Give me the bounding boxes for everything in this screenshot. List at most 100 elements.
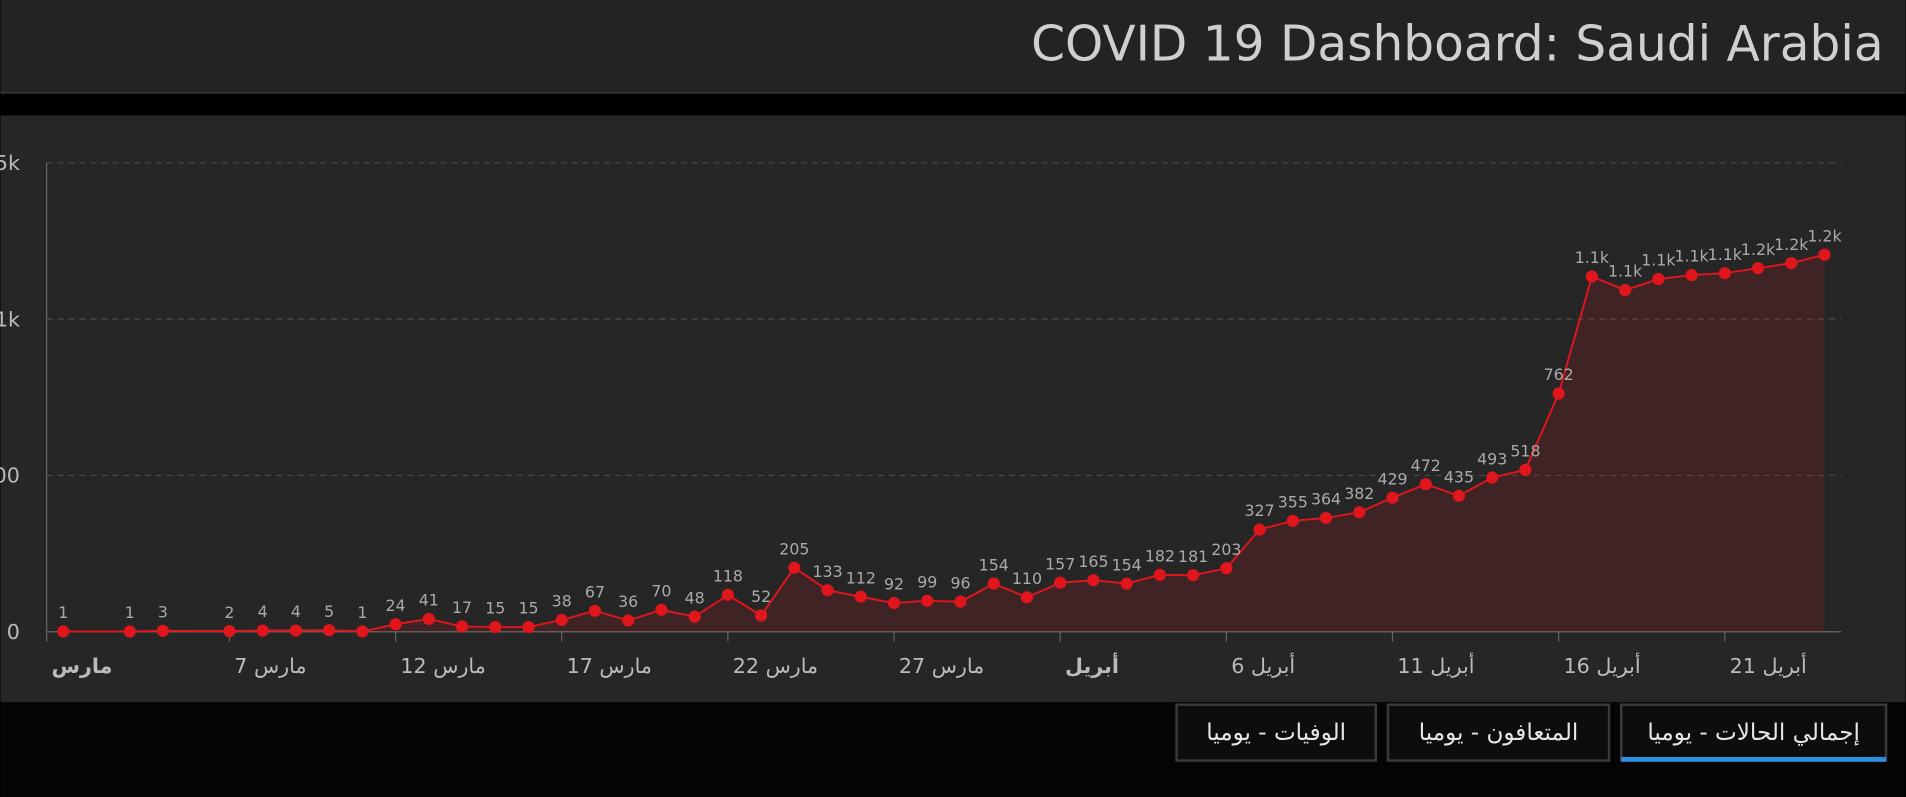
data-label: 157 xyxy=(1045,554,1075,573)
chart-panel xyxy=(0,115,1906,703)
data-label: 1.1k xyxy=(1608,262,1643,281)
point xyxy=(954,595,967,608)
data-label: 92 xyxy=(884,575,904,594)
y-tick-label: 1k xyxy=(0,307,20,331)
tabs: الوفيات - يوميا المتعافون - يوميا إجمالي ا… xyxy=(1175,703,1888,762)
data-label: 203 xyxy=(1211,540,1241,559)
tab-label[interactable]: الوفيات - يوميا xyxy=(1206,720,1346,746)
point xyxy=(821,584,834,597)
data-label: 1.2k xyxy=(1807,226,1842,245)
data-label: 48 xyxy=(685,588,705,607)
data-label: 38 xyxy=(552,592,572,611)
data-label: 1.1k xyxy=(1641,251,1676,270)
data-label: 15 xyxy=(518,599,538,618)
point xyxy=(422,612,435,626)
tab-bar xyxy=(0,702,1906,797)
point xyxy=(1187,569,1200,582)
point xyxy=(356,625,369,638)
area xyxy=(63,254,1825,632)
data-label: 17 xyxy=(452,598,472,617)
data-label: 52 xyxy=(751,587,771,606)
data-label: 5 xyxy=(324,602,334,621)
point xyxy=(1020,591,1034,604)
data-label: 1 xyxy=(58,603,68,622)
tab-label[interactable]: المتعافون - يوميا xyxy=(1419,720,1579,746)
data-label: 118 xyxy=(713,567,743,586)
y-tick-label: 0 xyxy=(7,620,20,644)
tab[interactable] xyxy=(1620,703,1888,762)
data-label: 355 xyxy=(1278,492,1308,511)
x-tick-label: 11 أبريل xyxy=(1397,652,1474,678)
data-label: 493 xyxy=(1477,449,1507,468)
data-label: 518 xyxy=(1510,441,1540,460)
point xyxy=(1785,257,1798,270)
data-label: 165 xyxy=(1078,552,1108,571)
data-label: 67 xyxy=(585,582,605,601)
point xyxy=(1619,283,1632,297)
separator xyxy=(0,93,1906,116)
data-label: 96 xyxy=(950,573,970,592)
x-tick-label: 27 مارس xyxy=(899,654,984,678)
point xyxy=(256,624,269,637)
point xyxy=(1087,574,1100,587)
data-label: 382 xyxy=(1344,484,1374,503)
data-label: 110 xyxy=(1012,569,1042,588)
data-label: 182 xyxy=(1145,547,1175,566)
data-label: 112 xyxy=(846,568,876,587)
x-tick-label: أبريل xyxy=(1065,652,1119,678)
header-border xyxy=(0,92,1906,94)
point xyxy=(1286,514,1299,527)
data-label: 472 xyxy=(1411,456,1441,475)
x-tick-label: مارس xyxy=(52,654,113,678)
point xyxy=(1718,267,1731,280)
data-label: 70 xyxy=(651,582,671,601)
data-label: 3 xyxy=(158,602,168,621)
point xyxy=(1552,387,1565,400)
data-label: 1.1k xyxy=(1708,245,1743,264)
point xyxy=(156,624,170,637)
data-label: 15 xyxy=(485,599,505,618)
tab[interactable] xyxy=(1386,703,1611,762)
point xyxy=(1585,270,1598,283)
data-label: 4 xyxy=(291,602,301,621)
point xyxy=(1054,576,1067,589)
point xyxy=(655,603,668,616)
y-tick-label: 1.5k xyxy=(0,151,20,175)
data-label: 1.2k xyxy=(1741,240,1776,259)
point xyxy=(1153,568,1166,581)
point xyxy=(721,588,734,601)
data-label: 364 xyxy=(1311,490,1341,509)
point xyxy=(223,625,236,638)
data-label: 1.1k xyxy=(1674,247,1709,266)
data-label: 4 xyxy=(258,602,268,621)
point xyxy=(1751,262,1765,275)
point xyxy=(987,577,1000,590)
data-label: 41 xyxy=(419,591,439,610)
point xyxy=(1818,248,1831,261)
y-tick-label: 500 xyxy=(0,464,20,488)
point xyxy=(921,594,934,607)
point xyxy=(289,624,302,637)
data-label: 429 xyxy=(1377,469,1407,488)
data-label: 154 xyxy=(1112,555,1142,574)
point xyxy=(522,621,535,634)
point xyxy=(622,614,635,627)
point xyxy=(1220,562,1233,575)
tab-label[interactable]: إجمالي الحالات - يوميا xyxy=(1647,720,1860,746)
x-tick-label: 21 أبريل xyxy=(1730,652,1807,678)
point xyxy=(1253,523,1266,536)
point xyxy=(1386,491,1399,504)
header-bar xyxy=(0,0,1906,93)
tab[interactable] xyxy=(1175,703,1378,762)
point xyxy=(1319,511,1333,525)
point xyxy=(389,618,402,631)
data-label: 2 xyxy=(224,603,234,622)
point xyxy=(588,604,602,617)
dashboard-title: COVID 19 Dashboard: Saudi Arabia xyxy=(1031,17,1884,73)
point xyxy=(1452,489,1466,502)
point xyxy=(1519,463,1532,476)
x-tick-label: 16 أبريل xyxy=(1564,652,1641,678)
data-label: 1 xyxy=(125,603,135,622)
